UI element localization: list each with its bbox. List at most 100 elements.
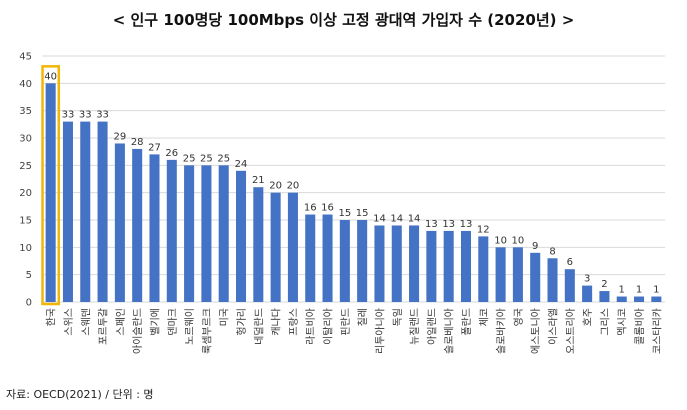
category-label: 룩셈부르크 (201, 308, 213, 354)
bar (651, 296, 662, 302)
data-label: 28 (131, 137, 144, 148)
data-label: 9 (532, 241, 538, 252)
y-tick-label: 5 (26, 270, 32, 281)
y-tick-label: 30 (19, 134, 32, 145)
category-label: 미국 (219, 308, 231, 326)
bar (201, 165, 212, 302)
bar (132, 148, 143, 302)
category-label: 그리스 (599, 308, 611, 336)
bar (305, 214, 316, 302)
bar (443, 230, 454, 302)
bar (530, 252, 541, 302)
bar (166, 159, 177, 302)
category-label: 스위스 (62, 308, 75, 336)
y-tick-label: 40 (19, 79, 32, 90)
data-label: 12 (477, 224, 490, 235)
data-label: 25 (183, 153, 196, 164)
bar (80, 121, 91, 302)
category-label: 코스타리카 (651, 308, 663, 354)
source-note: 자료: OECD(2021) / 단위 : 명 (6, 388, 154, 401)
data-label: 20 (287, 181, 300, 192)
bar (45, 83, 56, 302)
highlight-box (41, 65, 61, 306)
y-tick-label: 25 (19, 161, 32, 172)
bar (409, 225, 420, 302)
category-label: 슬로베니아 (444, 308, 456, 354)
bar (97, 121, 108, 302)
bar (149, 154, 160, 302)
data-label: 27 (148, 142, 161, 153)
category-label: 리투아니아 (374, 308, 386, 354)
bar (374, 225, 385, 302)
data-label: 8 (549, 246, 555, 257)
data-label: 13 (442, 219, 455, 230)
y-axis: 0 5 10 15 20 25 30 35 40 45 (19, 52, 32, 309)
category-label: 오스트리아 (565, 308, 577, 354)
data-label: 10 (512, 235, 525, 246)
bar (512, 247, 523, 302)
category-label: 이스라엘 (547, 308, 560, 345)
bar (270, 192, 281, 302)
category-labels: 한국 스위스 스웨덴 포르투갈 스페인 아이슬란드 벨기에 덴마크 노르웨이 룩셈부르크 미국 헝가리… (46, 308, 664, 354)
bar (547, 258, 558, 302)
data-label: 25 (217, 153, 230, 164)
category-label: 스페인 (115, 308, 127, 336)
category-label: 슬로바키아 (496, 308, 508, 354)
data-label: 40 (44, 71, 57, 82)
data-label: 2 (601, 279, 607, 290)
category-label: 독일 (392, 308, 404, 326)
category-label: 포르투갈 (97, 308, 110, 345)
category-label: 칠레 (357, 308, 369, 326)
category-label: 콜롬비아 (634, 308, 646, 345)
data-label: 20 (269, 181, 282, 192)
bar (582, 285, 593, 302)
category-label: 스웨덴 (80, 308, 92, 336)
data-label: 6 (567, 257, 573, 268)
category-label: 멕시코 (617, 308, 629, 336)
bar (599, 291, 610, 302)
y-tick-label: 45 (19, 52, 32, 63)
bar (478, 236, 489, 302)
highlight-box (41, 65, 61, 306)
bar (287, 192, 298, 302)
data-label: 3 (584, 274, 590, 285)
data-label: 1 (619, 285, 625, 296)
category-label: 호주 (582, 308, 594, 326)
gridlines (42, 55, 665, 303)
category-label: 영국 (513, 308, 525, 326)
y-tick-label: 15 (19, 216, 32, 227)
data-label: 24 (235, 159, 248, 170)
bar (564, 269, 575, 302)
data-label: 10 (494, 235, 507, 246)
bar (495, 247, 506, 302)
data-label: 14 (408, 213, 421, 224)
data-label: 13 (460, 219, 473, 230)
data-label: 13 (425, 219, 438, 230)
bar (114, 143, 125, 302)
data-label: 29 (114, 131, 127, 142)
data-label: 16 (304, 203, 317, 214)
bar (235, 170, 247, 302)
y-tick-label: 10 (19, 243, 32, 254)
data-label: 14 (390, 213, 403, 224)
bar (218, 165, 229, 302)
data-label: 21 (252, 175, 265, 186)
y-tick-label: 0 (26, 298, 32, 309)
data-label: 33 (62, 110, 75, 121)
category-label: 네덜란드 (253, 308, 265, 345)
category-label: 벨기에 (149, 308, 161, 336)
bar (391, 225, 402, 302)
bar (322, 214, 333, 302)
data-label: 15 (338, 208, 351, 219)
category-label: 체코 (478, 308, 490, 326)
bars (45, 83, 662, 302)
category-label: 헝가리 (236, 308, 248, 336)
data-label: 33 (79, 110, 92, 121)
category-label: 뉴질랜드 (409, 308, 421, 345)
category-label: 한국 (46, 308, 58, 326)
bar (634, 296, 645, 302)
data-label: 33 (96, 110, 109, 121)
category-label: 이탈리아 (322, 308, 335, 345)
